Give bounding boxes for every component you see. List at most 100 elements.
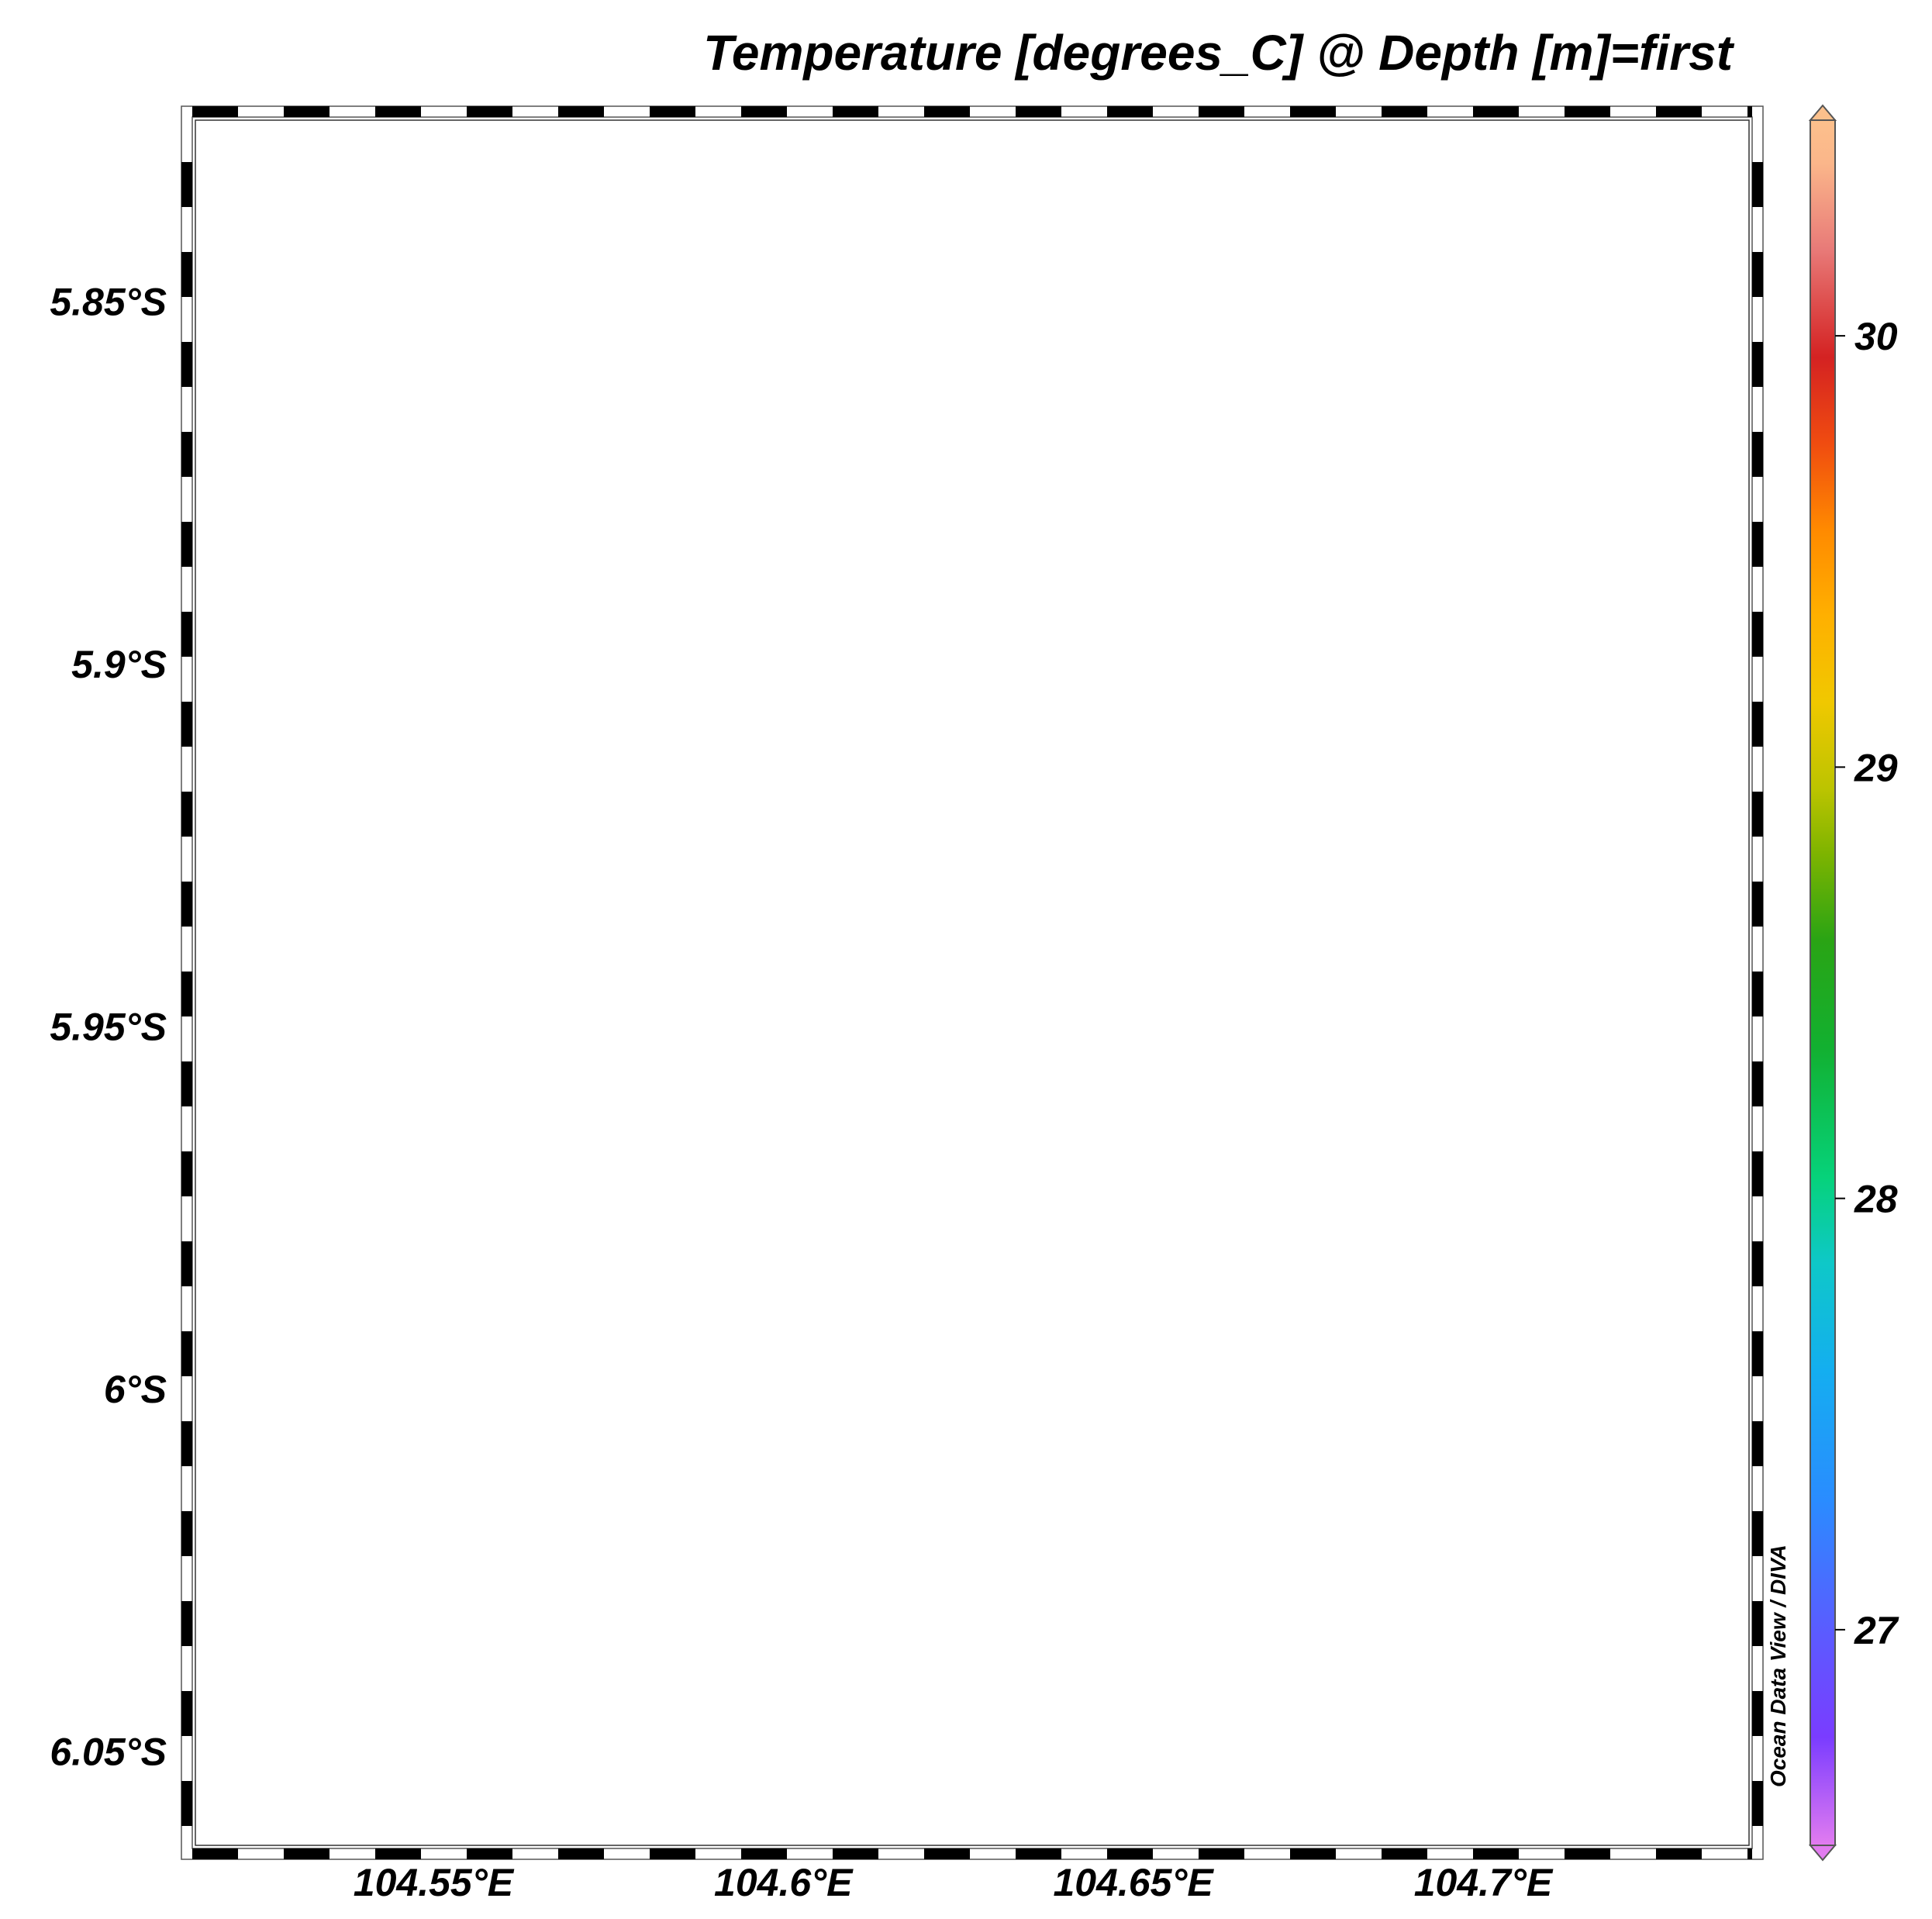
colorbar-tick-label: 29	[1854, 746, 1898, 789]
frame-dash	[181, 432, 192, 477]
frame-dash	[1752, 162, 1763, 207]
frame-dash	[558, 1848, 604, 1859]
frame-dash	[1016, 1848, 1061, 1859]
frame-dash	[558, 106, 604, 117]
frame-dash	[284, 1848, 329, 1859]
frame-dash	[1016, 106, 1061, 117]
frame-dash	[741, 106, 787, 117]
frame-dash	[1752, 1421, 1763, 1466]
frame-dash	[375, 1848, 421, 1859]
frame-dash	[181, 882, 192, 927]
map-frame	[181, 105, 1764, 1860]
frame-dash	[1752, 702, 1763, 747]
frame-dash	[375, 106, 421, 117]
frame-dash	[181, 1601, 192, 1646]
frame-dash	[181, 792, 192, 837]
x-tick-label: 104.65°E	[1053, 1861, 1214, 1904]
frame-dash	[1290, 106, 1336, 117]
frame-dash	[833, 106, 878, 117]
frame-dash	[1752, 252, 1763, 297]
colorbar-ticks: 27 28 29 30	[1835, 315, 1899, 1652]
frame-dash	[192, 1848, 238, 1859]
colorbar-tick-label: 28	[1854, 1178, 1898, 1221]
frame-dash	[181, 1691, 192, 1736]
frame-dash	[1382, 1848, 1427, 1859]
frame-dash	[1565, 1848, 1610, 1859]
colorbar: 27 28 29 30	[1808, 104, 1899, 1862]
frame-dash	[1199, 1848, 1244, 1859]
frame-dash	[181, 1421, 192, 1466]
frame-dash	[1656, 106, 1702, 117]
frame-dash	[181, 972, 192, 1016]
frame-dash	[192, 106, 238, 117]
frame-dash	[181, 1241, 192, 1286]
frame-dash	[181, 1151, 192, 1196]
frame-dash	[1747, 106, 1752, 117]
y-tick-label: 6°S	[104, 1368, 167, 1411]
colorbar-body	[1810, 119, 1836, 1846]
frame-dash	[1752, 342, 1763, 387]
frame-dash	[1199, 106, 1244, 117]
frame-dash	[1747, 1848, 1752, 1859]
frame-dash	[181, 1331, 192, 1376]
plot-border	[195, 119, 1750, 1846]
credit-label: Ocean Data View / DIVA	[1766, 1545, 1790, 1787]
frame-dash	[1752, 1061, 1763, 1106]
frame-dash	[1290, 1848, 1336, 1859]
frame-dash	[181, 1511, 192, 1556]
frame-dash	[1752, 432, 1763, 477]
frame-dash	[1473, 1848, 1519, 1859]
y-tick-label: 5.85°S	[50, 281, 167, 324]
frame-dash	[1752, 972, 1763, 1016]
colorbar-tick-label: 30	[1854, 315, 1898, 358]
frame-dash	[467, 1848, 512, 1859]
frame-dash	[1752, 882, 1763, 927]
colorbar-tick-label: 27	[1854, 1609, 1899, 1652]
frame-dash	[650, 106, 695, 117]
y-tick-label: 5.9°S	[71, 643, 167, 686]
frame-dash	[181, 702, 192, 747]
frame-dash	[1752, 1151, 1763, 1196]
frame-dash	[1752, 1601, 1763, 1646]
frame-dash	[924, 106, 970, 117]
frame-dash	[1656, 1848, 1702, 1859]
colorbar-bottom-arrow	[1808, 1845, 1837, 1862]
frame-dash	[1752, 1691, 1763, 1736]
y-axis-ticks: 5.85°S 5.9°S 5.95°S 6°S 6.05°S	[50, 281, 167, 1774]
y-tick-label: 6.05°S	[50, 1730, 167, 1773]
frame-dash	[1752, 1241, 1763, 1286]
frame-dash	[1752, 792, 1763, 837]
frame-outer	[181, 105, 1764, 1860]
colorbar-top-arrow	[1808, 104, 1837, 121]
frame-dash	[1752, 522, 1763, 567]
frame-dash	[650, 1848, 695, 1859]
x-axis-ticks: 104.55°E 104.6°E 104.65°E 104.7°E	[354, 1861, 1554, 1904]
frame-dash	[741, 1848, 787, 1859]
frame-dash	[181, 162, 192, 207]
x-tick-label: 104.7°E	[1414, 1861, 1554, 1904]
frame-dash	[924, 1848, 970, 1859]
frame-dash	[181, 522, 192, 567]
frame-dash	[1382, 106, 1427, 117]
frame-dash	[1752, 1511, 1763, 1556]
frame-dash	[1752, 1781, 1763, 1826]
frame-dash	[181, 252, 192, 297]
frame-dash	[1565, 106, 1610, 117]
x-tick-label: 104.55°E	[354, 1861, 515, 1904]
frame-dash	[1473, 106, 1519, 117]
frame-dash	[181, 1781, 192, 1826]
frame-dash	[181, 612, 192, 657]
x-tick-label: 104.6°E	[714, 1861, 854, 1904]
frame-dash	[181, 1061, 192, 1106]
frame-dash	[1107, 1848, 1153, 1859]
frame-dash	[1107, 106, 1153, 117]
frame-dash	[284, 106, 329, 117]
map-title: Temperature [degrees_C] @ Depth [m]=firs…	[703, 25, 1735, 81]
frame-dash	[1752, 612, 1763, 657]
frame-dash	[1752, 1331, 1763, 1376]
frame-dash	[467, 106, 512, 117]
y-tick-label: 5.95°S	[50, 1006, 167, 1049]
frame-dash	[833, 1848, 878, 1859]
frame-dash	[181, 342, 192, 387]
